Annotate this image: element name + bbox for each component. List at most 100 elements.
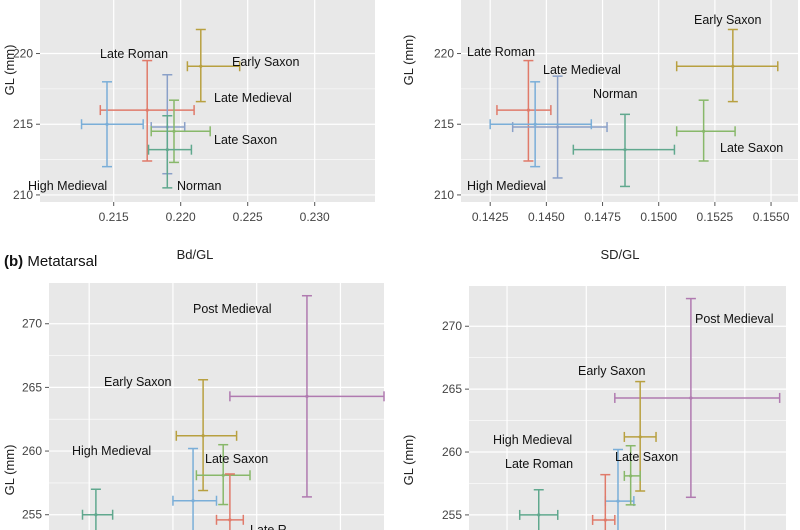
data-point: [105, 122, 109, 126]
x-tick-label: 0.1500: [640, 210, 677, 224]
chart-panel-2: 210 215 220 0.1425 0.1450 0.1475 0.1500 0.1525 0…: [401, 0, 798, 262]
series-post-medieval: [229, 294, 385, 498]
y-tick-label: 260: [442, 445, 462, 459]
x-tick-label: 0.1550: [753, 210, 790, 224]
y-axis-title: GL (mm): [2, 445, 17, 496]
y-tick-label: 210: [434, 188, 454, 202]
data-point: [526, 108, 531, 112]
data-label-high-medieval: High Medieval: [28, 179, 107, 193]
y-tick-label: 255: [22, 508, 42, 522]
section-letter: (b): [4, 253, 24, 270]
series-high-medieval: [172, 447, 218, 530]
data-label-late-roman: Late Roman: [467, 45, 535, 59]
y-tick-label: 210: [13, 188, 33, 202]
x-tick-label: 0.225: [233, 210, 263, 224]
data-point: [221, 473, 225, 477]
data-point: [191, 499, 195, 503]
series-norman: [518, 489, 559, 530]
plot-background: [40, 0, 375, 202]
y-tick-label: 220: [434, 47, 454, 61]
series-norman: [81, 488, 114, 530]
plot-background: [461, 0, 798, 202]
y-tick-label: 215: [13, 117, 33, 131]
y-tick-label: 255: [442, 508, 462, 522]
series-late-saxon: [195, 443, 251, 506]
y-tick-label: 270: [22, 317, 42, 331]
y-tick-label: 265: [22, 380, 42, 394]
chart-panel-4: 255 260 265 270 Post Medieval Early Saxon High…: [401, 286, 786, 530]
x-axis-title: Bd/GL: [177, 247, 214, 262]
data-label-late-roman: Late Roman: [100, 47, 168, 61]
x-axis-title: SD/GL: [600, 247, 639, 262]
data-point: [228, 518, 232, 522]
data-label-partial: Late R: [250, 523, 287, 530]
plot-background: [49, 283, 384, 530]
chart-panel-3: 255 260 265 270 Post Medieval Early Saxon High…: [2, 283, 385, 530]
series-early-saxon: [675, 28, 779, 103]
x-tick-label: 0.1425: [472, 210, 509, 224]
data-point: [629, 474, 633, 478]
x-tick-label: 0.220: [166, 210, 196, 224]
x-tick-label: 0.215: [99, 210, 129, 224]
y-tick-label: 220: [13, 47, 33, 61]
x-tick-label: 0.1475: [584, 210, 621, 224]
data-point: [623, 148, 627, 152]
data-point: [603, 518, 607, 522]
series-late-roman: [591, 473, 616, 530]
data-label-late-saxon: Late Saxon: [205, 452, 268, 466]
data-point: [145, 108, 149, 112]
data-point: [533, 122, 537, 126]
series-norman: [147, 114, 193, 189]
data-point: [616, 499, 620, 503]
x-tick-label: 0.1525: [697, 210, 734, 224]
data-point: [702, 129, 706, 133]
series-early-saxon: [175, 379, 238, 492]
series-late-roman: [496, 59, 552, 162]
series-norman: [572, 113, 676, 188]
data-label-early-saxon: Early Saxon: [232, 55, 299, 69]
x-tick-label: 0.1450: [528, 210, 565, 224]
y-tick-label: 265: [442, 382, 462, 396]
data-point: [199, 64, 203, 68]
data-label-late-saxon: Late Saxon: [615, 450, 678, 464]
data-label-late-medieval: Late Medieval: [214, 91, 292, 105]
series-late-saxon: [623, 444, 641, 506]
data-point: [172, 129, 176, 133]
data-label-late-saxon: Late Saxon: [214, 133, 277, 147]
data-label-post-medieval: Post Medieval: [193, 302, 272, 316]
data-point: [731, 64, 735, 68]
x-tick-label: 0.230: [300, 210, 330, 224]
data-point: [165, 148, 169, 152]
series-early-saxon: [186, 28, 241, 103]
data-point: [94, 513, 98, 517]
data-label-late-roman: Late Roman: [505, 457, 573, 471]
data-label-late-medieval: Late Medieval: [543, 63, 621, 77]
y-axis-title: GL (mm): [2, 45, 17, 96]
section-title: Metatarsal: [27, 253, 98, 270]
data-label-high-medieval: High Medieval: [72, 444, 151, 458]
data-point: [201, 434, 205, 438]
data-point: [537, 513, 541, 517]
data-label-norman: Norman: [593, 87, 638, 101]
data-point: [689, 396, 693, 400]
data-point: [305, 394, 309, 398]
data-label-early-saxon: Early Saxon: [578, 364, 645, 378]
y-tick-label: 215: [434, 117, 454, 131]
data-point: [556, 125, 560, 129]
section-label-metatarsal: (b) Metatarsal: [4, 253, 97, 270]
data-point: [638, 435, 642, 439]
data-label-high-medieval: High Medieval: [467, 179, 546, 193]
data-label-high-medieval: High Medieval: [493, 433, 572, 447]
y-tick-label: 270: [442, 319, 462, 333]
y-tick-label: 260: [22, 444, 42, 458]
series-late-saxon: [675, 99, 736, 162]
series-high-medieval: [80, 81, 144, 168]
series-late-roman: [99, 59, 195, 162]
data-label-early-saxon: Early Saxon: [104, 375, 171, 389]
chart-panel-1: 210 215 220 0.215 0.220 0.225 0.230 Late Roman E…: [2, 0, 375, 262]
data-label-norman: Norman: [177, 179, 222, 193]
data-label-late-saxon: Late Saxon: [720, 141, 783, 155]
series-late-roman: [215, 473, 245, 530]
data-label-post-medieval: Post Medieval: [695, 312, 774, 326]
